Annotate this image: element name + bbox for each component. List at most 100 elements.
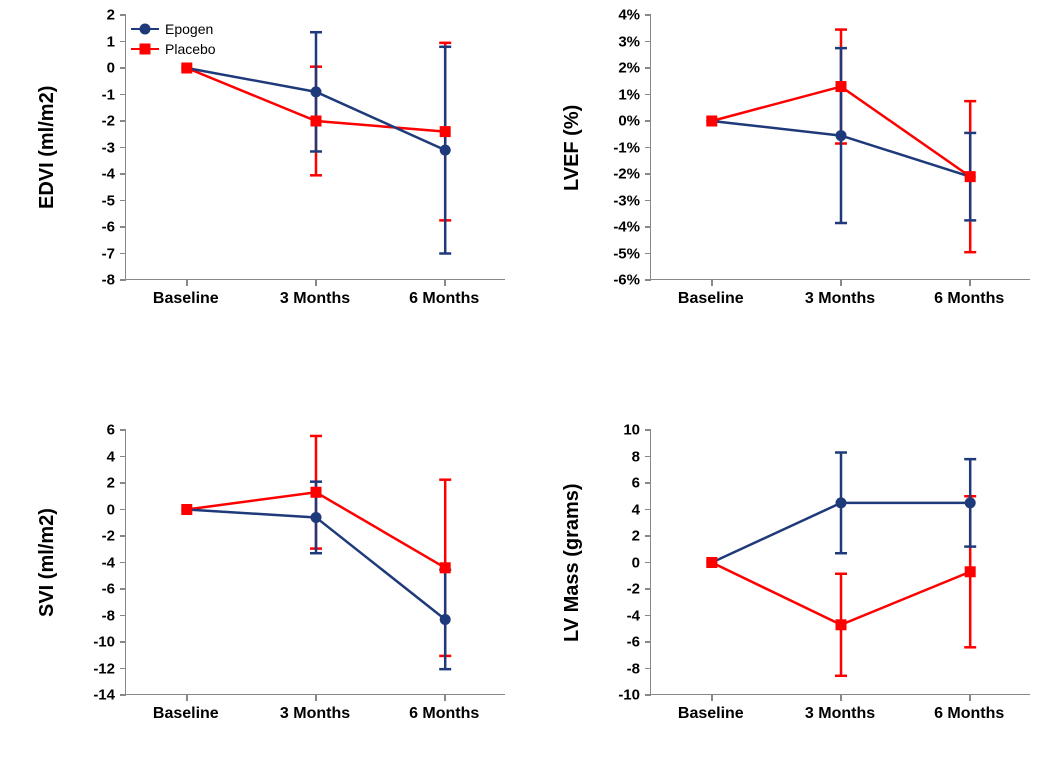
x-tick-label: Baseline <box>153 290 219 308</box>
legend-item-placebo: Placebo <box>131 39 216 59</box>
x-tick <box>315 280 317 286</box>
y-tick-label: -7 <box>102 245 115 262</box>
y-tick-label: 8 <box>632 448 640 465</box>
x-tick-label: 3 Months <box>280 705 350 723</box>
y-tick-label: 10 <box>623 422 640 439</box>
plot-svg <box>651 15 1031 280</box>
x-tick <box>969 280 971 286</box>
y-tick-label: 4 <box>107 448 115 465</box>
y-tick-label: 6 <box>107 422 115 439</box>
y-tick-label: -2% <box>613 166 640 183</box>
panel-lvef: -6%-5%-4%-3%-2%-1%0%1%2%3%4%Baseline3 Mo… <box>555 0 1050 345</box>
y-tick-label: -3 <box>102 139 115 156</box>
marker-placebo <box>181 504 192 515</box>
x-tick-label: 6 Months <box>409 705 479 723</box>
y-axis-label: LVEF (%) <box>561 104 584 190</box>
y-tick-label: -4 <box>627 607 640 624</box>
legend-line <box>131 28 159 31</box>
figure-container: -8-7-6-5-4-3-2-1012Baseline3 Months6 Mon… <box>0 0 1050 761</box>
y-tick-label: -4% <box>613 219 640 236</box>
y-tick-label: 1% <box>618 86 640 103</box>
legend-marker-epogen <box>140 24 151 35</box>
legend-item-epogen: Epogen <box>131 19 216 39</box>
y-tick-label: 3% <box>618 33 640 50</box>
y-tick-label: -10 <box>93 634 115 651</box>
marker-placebo <box>440 126 451 137</box>
marker-placebo <box>965 171 976 182</box>
panel-lvmass: -10-8-6-4-20246810Baseline3 Months6 Mont… <box>555 415 1050 760</box>
y-tick-label: -6 <box>102 581 115 598</box>
y-tick-label: -3% <box>613 192 640 209</box>
plot-svg <box>126 430 506 695</box>
y-axis-label: EDVI (ml/m2) <box>36 86 59 209</box>
marker-placebo <box>965 566 976 577</box>
marker-placebo <box>440 562 451 573</box>
x-tick-label: 6 Months <box>934 705 1004 723</box>
x-tick <box>711 280 713 286</box>
y-tick-label: -8 <box>102 607 115 624</box>
marker-placebo <box>706 557 717 568</box>
marker-epogen <box>836 130 847 141</box>
x-tick <box>711 695 713 701</box>
x-tick-label: 6 Months <box>409 290 479 308</box>
legend-marker-placebo <box>140 44 151 55</box>
y-tick-label: -6 <box>102 219 115 236</box>
y-tick-label: -1 <box>102 86 115 103</box>
marker-epogen <box>440 614 451 625</box>
x-tick <box>315 695 317 701</box>
x-tick-label: 6 Months <box>934 290 1004 308</box>
y-tick-label: -10 <box>618 687 640 704</box>
x-tick <box>444 280 446 286</box>
y-tick-label: -4 <box>102 166 115 183</box>
marker-placebo <box>181 63 192 74</box>
marker-epogen <box>836 497 847 508</box>
y-tick-label: -2 <box>102 113 115 130</box>
y-tick-label: 4% <box>618 7 640 24</box>
x-tick-label: Baseline <box>153 705 219 723</box>
x-tick <box>186 280 188 286</box>
x-tick-label: Baseline <box>678 290 744 308</box>
y-tick-label: 0 <box>107 60 115 77</box>
plot-svg <box>651 430 1031 695</box>
y-tick-label: -6 <box>627 634 640 651</box>
panel-edvi: -8-7-6-5-4-3-2-1012Baseline3 Months6 Mon… <box>30 0 525 345</box>
y-tick-label: -8 <box>102 272 115 289</box>
x-tick <box>969 695 971 701</box>
y-tick-label: 2 <box>107 7 115 24</box>
y-tick-label: -2 <box>627 581 640 598</box>
legend-line <box>131 48 159 51</box>
y-tick-label: -1% <box>613 139 640 156</box>
y-tick-label: -12 <box>93 660 115 677</box>
y-tick-label: -14 <box>93 687 115 704</box>
x-tick <box>186 695 188 701</box>
x-tick-label: 3 Months <box>805 705 875 723</box>
x-tick <box>840 695 842 701</box>
plot-area <box>650 15 1030 280</box>
x-tick-label: 3 Months <box>805 290 875 308</box>
marker-placebo <box>311 116 322 127</box>
y-tick-label: -8 <box>627 660 640 677</box>
marker-placebo <box>706 116 717 127</box>
panel-svi: -14-12-10-8-6-4-20246Baseline3 Months6 M… <box>30 415 525 760</box>
y-tick-label: 4 <box>632 501 640 518</box>
marker-placebo <box>836 81 847 92</box>
y-tick-label: -5 <box>102 192 115 209</box>
legend-label: Placebo <box>165 41 216 57</box>
marker-placebo <box>836 619 847 630</box>
y-tick-label: 2 <box>632 528 640 545</box>
legend: Epogen Placebo <box>131 19 216 59</box>
x-tick <box>444 695 446 701</box>
y-tick-label: 0 <box>107 501 115 518</box>
marker-epogen <box>311 512 322 523</box>
marker-epogen <box>311 86 322 97</box>
y-axis-label: LV Mass (grams) <box>561 483 584 642</box>
x-tick-label: 3 Months <box>280 290 350 308</box>
y-tick-label: -6% <box>613 272 640 289</box>
marker-epogen <box>965 497 976 508</box>
y-tick-label: -2 <box>102 528 115 545</box>
y-tick-label: 2 <box>107 475 115 492</box>
y-axis-label: SVI (ml/m2) <box>36 508 59 617</box>
y-tick-label: 0% <box>618 113 640 130</box>
legend-label: Epogen <box>165 21 213 37</box>
y-tick-label: 6 <box>632 475 640 492</box>
